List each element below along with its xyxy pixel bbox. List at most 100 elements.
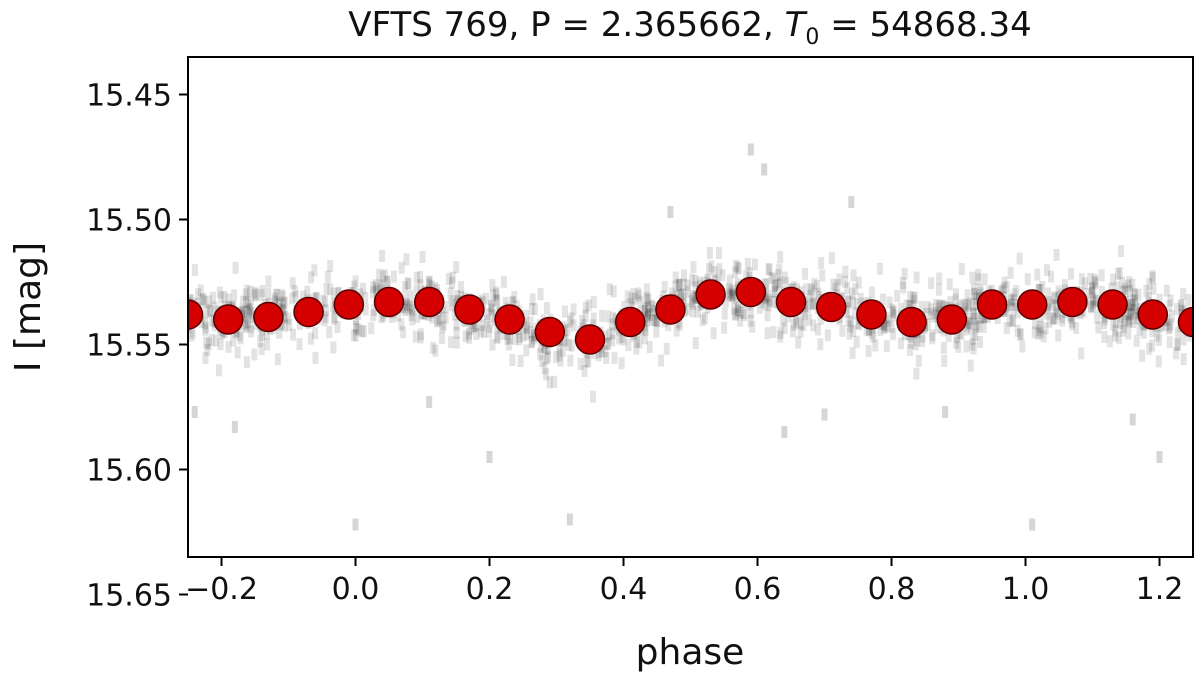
raw-point xyxy=(376,268,383,281)
raw-point xyxy=(395,309,402,322)
raw-point xyxy=(417,328,424,341)
raw-point xyxy=(357,288,364,301)
raw-point xyxy=(603,352,610,365)
raw-point xyxy=(442,301,449,314)
raw-point xyxy=(903,299,910,312)
raw-point xyxy=(1124,309,1131,322)
y-axis-label: I [mag] xyxy=(8,242,49,372)
raw-point xyxy=(489,338,496,351)
raw-point xyxy=(322,295,329,308)
raw-point xyxy=(936,283,943,296)
raw-point xyxy=(941,354,948,367)
raw-point xyxy=(770,273,777,286)
raw-point xyxy=(806,313,813,326)
raw-point xyxy=(849,347,856,360)
raw-point xyxy=(581,319,588,332)
raw-point xyxy=(528,336,535,349)
raw-point xyxy=(1119,285,1126,298)
raw-point xyxy=(465,327,472,340)
raw-point xyxy=(911,291,918,304)
raw-point xyxy=(924,301,931,314)
raw-point xyxy=(1037,283,1044,296)
raw-point xyxy=(975,268,982,281)
raw-point xyxy=(1130,315,1137,328)
raw-point xyxy=(762,291,769,304)
raw-point xyxy=(391,270,398,283)
raw-point xyxy=(696,276,703,289)
raw-point xyxy=(1017,328,1024,341)
raw-point xyxy=(886,314,893,327)
raw-point xyxy=(790,318,797,331)
binned-point xyxy=(1137,299,1169,330)
raw-point xyxy=(937,299,944,312)
raw-point xyxy=(251,348,258,361)
raw-point xyxy=(292,290,299,303)
raw-point xyxy=(1078,347,1085,360)
raw-point xyxy=(766,263,773,276)
raw-point xyxy=(672,271,679,284)
raw-point xyxy=(964,289,971,302)
raw-point xyxy=(832,282,839,295)
raw-point xyxy=(815,291,822,304)
raw-point xyxy=(1124,279,1131,292)
raw-point xyxy=(330,287,337,300)
raw-point xyxy=(768,271,775,284)
binned-point xyxy=(815,291,847,323)
raw-point xyxy=(404,298,411,311)
raw-point xyxy=(680,278,687,291)
raw-point xyxy=(500,275,507,288)
raw-point xyxy=(359,325,366,338)
raw-point xyxy=(744,257,751,270)
raw-point xyxy=(604,337,611,350)
raw-point xyxy=(842,275,849,288)
raw-point xyxy=(729,289,736,302)
binned-point xyxy=(936,304,968,335)
binned-point xyxy=(534,316,566,348)
raw-point xyxy=(928,277,935,290)
raw-point xyxy=(204,343,211,356)
raw-point xyxy=(763,278,770,291)
raw-point xyxy=(265,287,272,300)
raw-point xyxy=(322,311,329,324)
raw-point xyxy=(970,308,977,321)
raw-point xyxy=(1003,321,1010,334)
raw-point xyxy=(735,300,742,313)
raw-point xyxy=(630,288,637,301)
raw-point xyxy=(203,321,210,334)
raw-point xyxy=(1116,267,1123,280)
raw-point xyxy=(648,299,655,312)
raw-point xyxy=(520,329,527,342)
raw-point xyxy=(1031,326,1038,339)
raw-point xyxy=(559,344,566,357)
raw-point xyxy=(1035,283,1042,296)
raw-point xyxy=(642,302,649,315)
raw-point xyxy=(417,279,424,292)
raw-point xyxy=(970,333,977,346)
raw-point xyxy=(865,345,872,358)
raw-point xyxy=(447,336,454,349)
raw-point xyxy=(810,296,817,309)
binned-point xyxy=(1177,306,1193,338)
raw-point xyxy=(618,357,625,370)
raw-point xyxy=(746,266,753,279)
raw-point xyxy=(959,298,966,311)
raw-outlier-point xyxy=(352,518,359,531)
raw-point xyxy=(242,288,249,301)
raw-point xyxy=(828,252,835,265)
raw-point xyxy=(803,283,810,296)
raw-point xyxy=(280,291,287,304)
raw-point xyxy=(334,320,341,333)
raw-point xyxy=(1112,316,1119,329)
raw-point xyxy=(308,271,315,284)
title-prefix: VFTS 769, P = 2.365662, xyxy=(348,5,784,45)
raw-point xyxy=(913,367,920,380)
raw-point xyxy=(726,274,733,287)
raw-point xyxy=(1129,278,1136,291)
title-t-symbol: T xyxy=(785,5,808,45)
raw-point xyxy=(564,323,571,336)
raw-point xyxy=(447,287,454,300)
raw-point xyxy=(1167,318,1174,331)
raw-point xyxy=(203,336,210,349)
raw-point xyxy=(276,326,283,339)
raw-point xyxy=(721,321,728,334)
